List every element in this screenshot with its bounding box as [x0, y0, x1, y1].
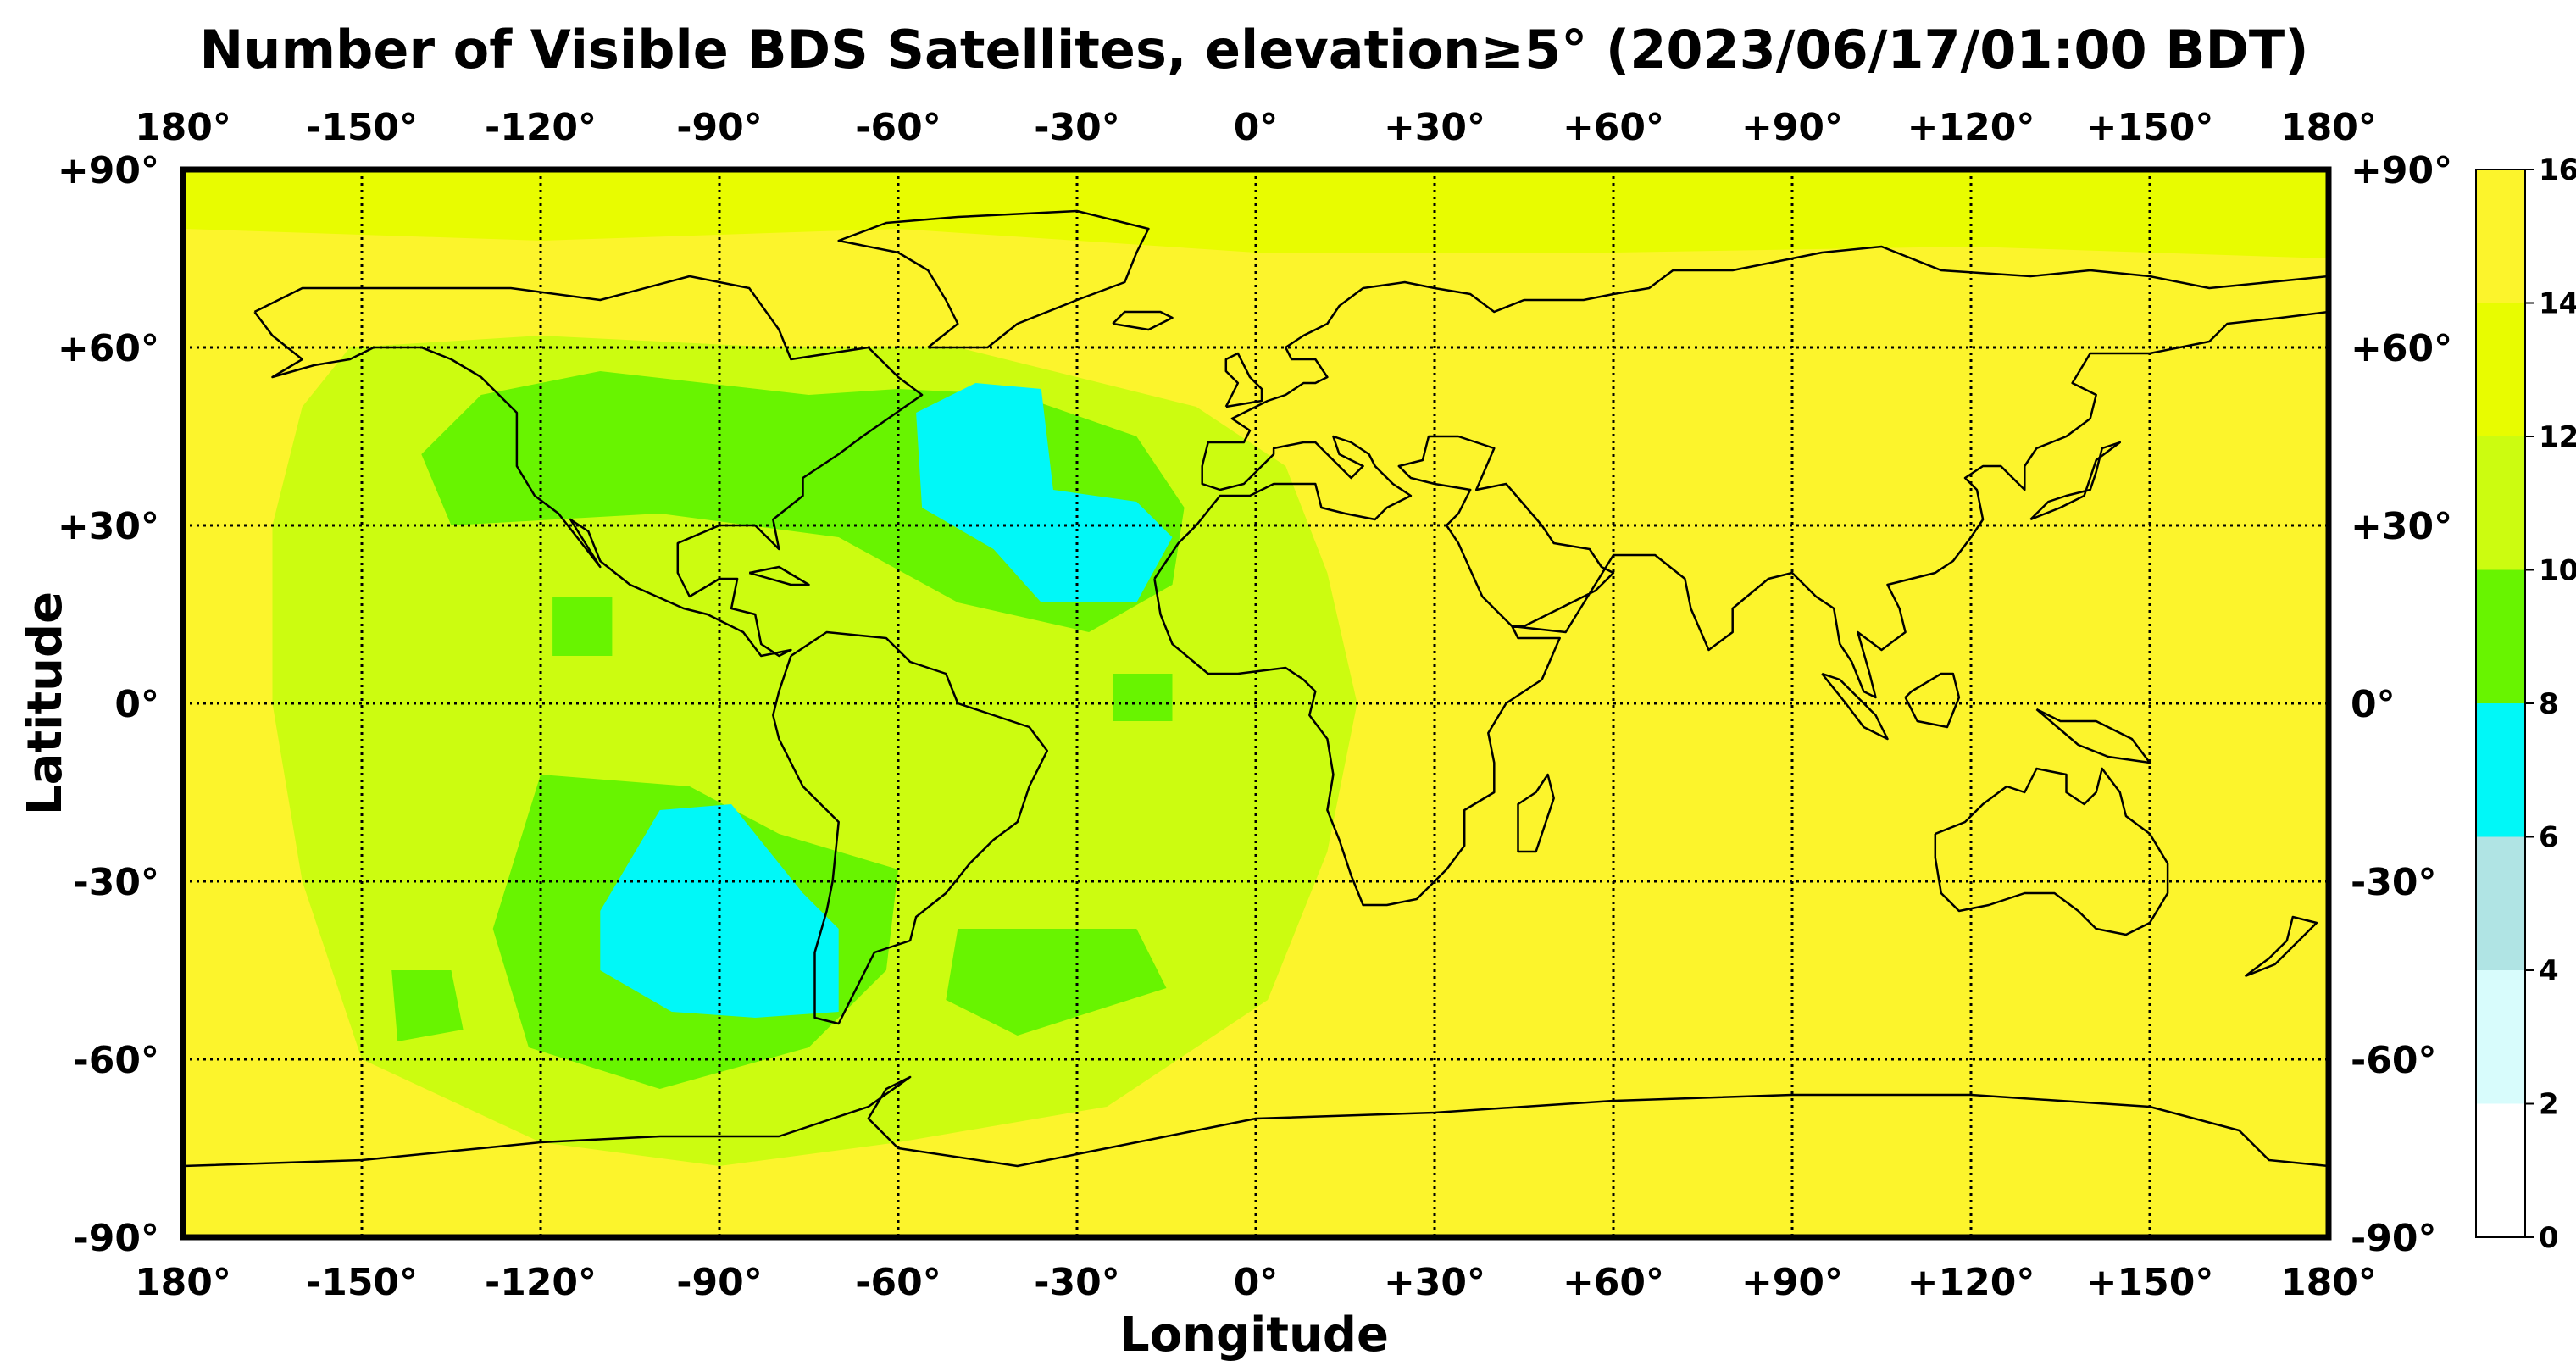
- colorbar: 0 2 4 6 8 10 12 14 16: [2475, 153, 2576, 1255]
- x-tick-labels-bottom: 180° -150° -120° -90° -60° -30° 0° +30° +60° +90°…: [135, 1261, 2377, 1304]
- colorbar-tick-label: 12: [2539, 420, 2576, 454]
- colorbar-segment-7: [2476, 303, 2525, 436]
- y-tick-label-left: +90°: [58, 149, 159, 192]
- colorbar-tick-label: 14: [2539, 287, 2576, 321]
- x-tick-label-top: 180°: [135, 106, 231, 149]
- colorbar-segment-4: [2476, 703, 2525, 837]
- y-tick-label-left: +30°: [58, 505, 159, 548]
- x-tick-label-bottom: +150°: [2086, 1261, 2214, 1304]
- x-tick-label-top: +120°: [1907, 106, 2035, 149]
- colorbar-tick-label: 6: [2539, 821, 2559, 855]
- y-tick-label-left: +60°: [58, 327, 159, 370]
- x-tick-label-bottom: +30°: [1384, 1261, 1485, 1304]
- colorbar-segment-1: [2476, 1103, 2525, 1237]
- colorbar-tick-label: 10: [2539, 554, 2576, 588]
- x-tick-label-bottom: -150°: [306, 1261, 418, 1304]
- coastline-greenland: [837, 209, 1150, 349]
- x-tick-label-bottom: -60°: [855, 1261, 941, 1304]
- y-tick-label-right: -30°: [2351, 861, 2437, 904]
- y-tick-label-right: -90°: [2351, 1217, 2437, 1260]
- x-tick-labels-top: 180° -150° -120° -90° -60° -30° 0° +30° +60° +90°…: [135, 106, 2377, 149]
- heatmap-region-5: [946, 929, 1167, 1036]
- grid-lines: [183, 169, 2329, 1237]
- heatmap-region-9: [916, 383, 1173, 602]
- y-tick-label-right: -60°: [2351, 1039, 2437, 1082]
- x-tick-label-top: -120°: [485, 106, 597, 149]
- colorbar-tick-label: 16: [2539, 153, 2576, 187]
- x-tick-label-top: -90°: [676, 106, 763, 149]
- plot-frame: [180, 166, 2332, 1241]
- x-tick-label-top: 0°: [1234, 106, 1279, 149]
- x-tick-label-bottom: 0°: [1234, 1261, 1279, 1304]
- heatmap-region-8: [1113, 674, 1173, 721]
- x-tick-label-top: -60°: [855, 106, 941, 149]
- x-tick-label-top: 180°: [2280, 106, 2377, 149]
- x-tick-label-bottom: -30°: [1034, 1261, 1120, 1304]
- x-tick-label-top: +30°: [1384, 106, 1485, 149]
- colorbar-segment-8: [2476, 169, 2525, 303]
- y-tick-labels-right: +90° +60° +30° 0° -30° -60° -90°: [2351, 149, 2452, 1260]
- x-tick-label-top: +60°: [1563, 106, 1664, 149]
- y-tick-label-right: +90°: [2351, 149, 2452, 192]
- coastline-new-zealand: [2244, 915, 2318, 978]
- colorbar-tick-label: 0: [2539, 1221, 2559, 1255]
- y-tick-label-left: 0°: [114, 683, 159, 726]
- colorbar-tick-label: 4: [2539, 954, 2559, 988]
- colorbar-segment-5: [2476, 569, 2525, 703]
- coastline-madagascar: [1517, 773, 1555, 853]
- x-axis-label: Longitude: [1119, 1308, 1389, 1363]
- x-tick-label-bottom: +60°: [1563, 1261, 1664, 1304]
- x-tick-label-bottom: +120°: [1907, 1261, 2035, 1304]
- colorbar-segment-3: [2476, 836, 2525, 970]
- x-tick-label-bottom: 180°: [2280, 1261, 2377, 1304]
- coastline-layer: [183, 209, 2329, 1168]
- heatmap-region-6: [391, 970, 464, 1041]
- x-tick-label-top: -30°: [1034, 106, 1120, 149]
- y-axis-label: Latitude: [18, 591, 73, 815]
- colorbar-tick-label: 8: [2539, 687, 2559, 721]
- heatmap-region-7: [552, 597, 613, 656]
- coastline-japan: [2029, 441, 2122, 521]
- coastline-new-guinea: [2035, 708, 2151, 764]
- chart-title: Number of Visible BDS Satellites, elevat…: [199, 19, 2308, 81]
- y-tick-label-right: 0°: [2351, 683, 2396, 726]
- x-tick-label-top: +150°: [2086, 106, 2214, 149]
- coastline-iceland: [1112, 310, 1174, 331]
- coastline-cuba: [748, 565, 810, 586]
- y-tick-label-left: -90°: [74, 1217, 160, 1260]
- colorbar-segment-6: [2476, 436, 2525, 570]
- coastline-antarctica: [183, 1075, 2329, 1168]
- coastline-uk: [1224, 352, 1263, 408]
- coastline-afro-eurasia: [1153, 245, 2329, 907]
- colorbar-segment-2: [2476, 970, 2525, 1104]
- x-tick-label-bottom: +90°: [1741, 1261, 1843, 1304]
- y-tick-label-left: -30°: [74, 861, 160, 904]
- x-tick-label-top: -150°: [306, 106, 418, 149]
- coastline-borneo: [1904, 672, 1961, 729]
- x-tick-label-bottom: -120°: [485, 1261, 597, 1304]
- x-tick-label-bottom: -90°: [676, 1261, 763, 1304]
- colorbar-tick-label: 2: [2539, 1088, 2559, 1122]
- y-tick-label-right: +30°: [2351, 505, 2452, 548]
- x-tick-label-top: +90°: [1741, 106, 1843, 149]
- x-tick-label-bottom: 180°: [135, 1261, 231, 1304]
- y-tick-label-left: -60°: [74, 1039, 160, 1082]
- y-tick-labels-left: +90° +60° +30° 0° -30° -60° -90°: [58, 149, 159, 1260]
- y-tick-label-right: +60°: [2351, 327, 2452, 370]
